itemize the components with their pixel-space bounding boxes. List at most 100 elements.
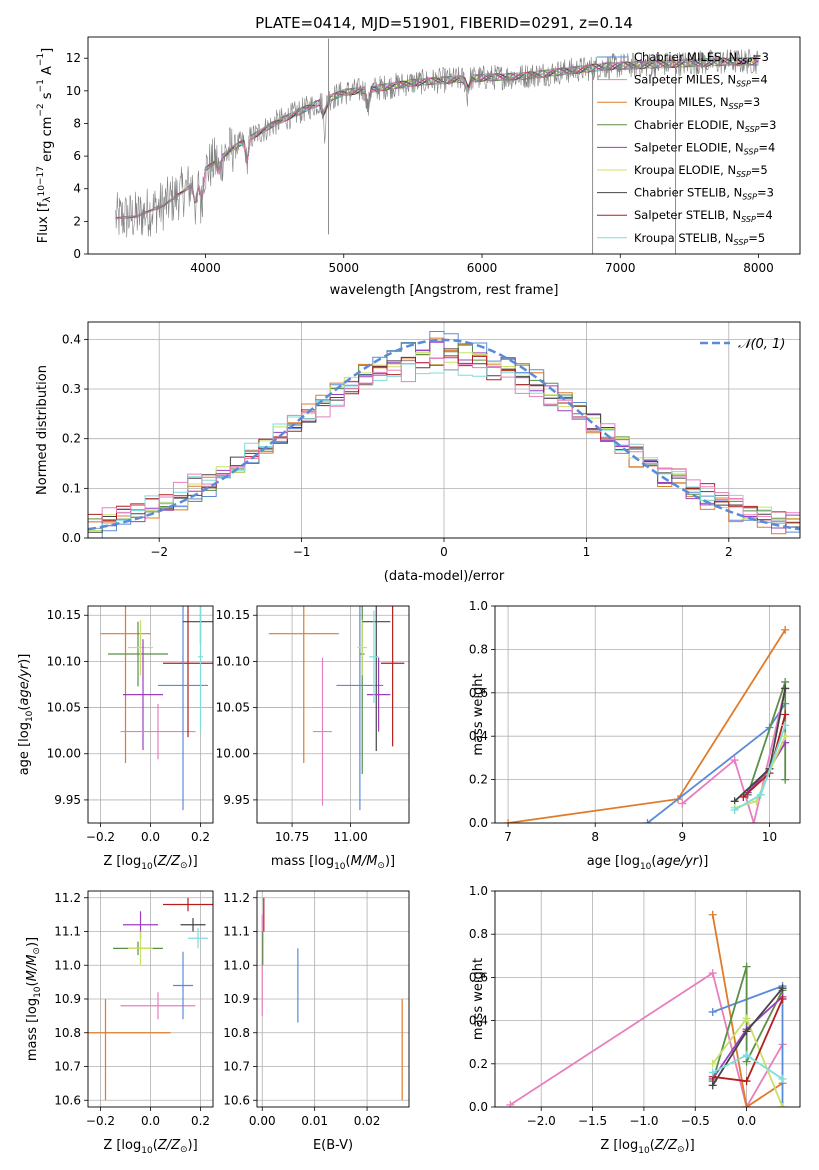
x-axis-label: mass [log10(M/M⊙)] xyxy=(271,854,395,872)
weight-marker xyxy=(708,1068,717,1077)
x-tick-label: 0 xyxy=(440,545,448,559)
x-label-part: ( xyxy=(346,854,351,869)
errorbar-point xyxy=(336,606,384,811)
legend-subscript: SSP xyxy=(745,125,760,134)
y-tick-label: 10.9 xyxy=(54,992,81,1006)
legend-subscript: SSP xyxy=(736,80,751,89)
y-tick-label: 10.05 xyxy=(47,701,81,715)
x-tick-label: 8000 xyxy=(743,261,774,275)
x-tick-label: 10.75 xyxy=(275,830,309,844)
errorbar-point xyxy=(108,621,168,687)
legend-label: Chabrier ELODIE, NSSP=3 xyxy=(634,118,776,134)
x-axis-label: (data-model)/error xyxy=(384,569,505,584)
x-axis-label: Z [log10(Z/Z⊙)] xyxy=(103,854,197,872)
x-tick-label: 1 xyxy=(583,545,591,559)
x-tick-label: −1 xyxy=(293,545,311,559)
y-axis-label: mass weight xyxy=(471,958,486,1040)
weight-marker xyxy=(749,819,758,823)
plot-area xyxy=(268,606,405,811)
weight-marker xyxy=(742,1051,751,1060)
weight-marker xyxy=(742,1014,751,1023)
errorbar-point xyxy=(158,606,208,811)
errorbar-point xyxy=(380,606,405,747)
x-label-part: Z/Z xyxy=(157,1138,181,1153)
x-label-part: )] xyxy=(685,1138,695,1153)
plot-area xyxy=(506,910,787,1107)
weight-marker xyxy=(708,1081,717,1090)
legend-subscript: SSP xyxy=(736,170,751,179)
y-tick-label: 10.05 xyxy=(216,701,250,715)
x-tick-label: 10 xyxy=(762,830,777,844)
x-label-part: Z/Z xyxy=(654,1138,678,1153)
x-tick-label: 0.0 xyxy=(141,830,160,844)
figure-title: PLATE=0414, MJD=51901, FIBERID=0291, z=0… xyxy=(255,14,633,32)
y-label-part: erg cm xyxy=(40,117,55,166)
y-axis-label: Flux [fλ10−17 erg cm−2 s−1 A−1] xyxy=(36,48,55,244)
y-label-part: Flux [f xyxy=(36,202,51,243)
y-axis-label: mass weight xyxy=(471,673,486,755)
x-tick-label: −0.2 xyxy=(86,1114,115,1128)
weight-marker xyxy=(742,962,751,971)
weight-marker xyxy=(756,790,765,799)
axes-frame xyxy=(494,605,801,824)
y-tick-label: 10.6 xyxy=(54,1093,81,1107)
y-tick-label: 10.00 xyxy=(216,747,250,761)
weight-marker xyxy=(506,1100,515,1107)
weight-marker xyxy=(781,625,790,634)
legend-suffix: =4 xyxy=(758,140,775,154)
x-tick-label: 0.2 xyxy=(191,830,210,844)
y-label-part: ( xyxy=(17,706,32,711)
weight-series xyxy=(730,721,790,814)
x-tick-label: −0.2 xyxy=(86,830,115,844)
y-tick-label: 0.6 xyxy=(469,970,488,984)
y-tick-label: 10.00 xyxy=(47,747,81,761)
axes-frame xyxy=(87,321,801,539)
weight-marker xyxy=(708,1059,717,1068)
y-tick-label: 10.6 xyxy=(223,1093,250,1107)
y-label-part: −2 xyxy=(36,103,46,116)
x-label-part: mass [log xyxy=(271,854,334,869)
y-tick-label: 11.2 xyxy=(223,891,250,905)
errorbar-point xyxy=(180,918,206,932)
legend-suffix: =5 xyxy=(751,163,768,177)
weight-marker xyxy=(742,1077,751,1086)
legend-label: Kroupa STELIB, NSSP=5 xyxy=(634,231,765,247)
axes-frame xyxy=(87,890,214,1108)
weight-marker xyxy=(781,710,790,719)
weight-marker xyxy=(781,721,790,730)
y-tick-label: 10.8 xyxy=(223,1026,250,1040)
errorbar-point xyxy=(188,928,208,949)
errorbar-point xyxy=(198,606,203,731)
errorbar-point xyxy=(357,619,367,676)
plot-area xyxy=(261,897,403,1101)
y-tick-label: 10.15 xyxy=(216,608,250,622)
x-label-part: ( xyxy=(153,1138,158,1153)
y-label-part: s xyxy=(40,92,55,103)
weight-series xyxy=(708,1014,787,1107)
y-tick-label: 0.3 xyxy=(62,382,81,396)
y-label-part: −1 xyxy=(36,53,46,66)
axes-z-age: −0.2 0.0 0.2 9.95 10.00 10.05 10.10 10.15 Z [log… xyxy=(17,605,214,872)
x-label-part: ( xyxy=(153,854,158,869)
y-label-part: )] xyxy=(25,937,40,947)
y-label-part: −1 xyxy=(36,79,46,92)
plot-area xyxy=(115,38,759,254)
y-label-part: ( xyxy=(25,981,40,986)
x-label-part: ⊙ xyxy=(377,861,385,871)
y-label-part: 10 xyxy=(37,185,47,197)
y-label-part: A xyxy=(40,66,55,79)
y-tick-label: 11.0 xyxy=(54,958,81,972)
legend-label: Salpeter ELODIE, NSSP=4 xyxy=(634,140,775,156)
x-tick-label: 0.00 xyxy=(249,1114,276,1128)
x-tick-label: −1.5 xyxy=(578,1114,607,1128)
legend-label: Salpeter STELIB, NSSP=4 xyxy=(634,208,773,224)
x-tick-label: 0.0 xyxy=(737,1114,756,1128)
y-tick-label: 0.2 xyxy=(62,432,81,446)
y-tick-label: 12 xyxy=(66,51,81,65)
residual-histogram xyxy=(88,358,800,524)
weight-line xyxy=(711,987,784,1086)
legend-name: Kroupa MILES, N xyxy=(634,95,729,109)
weight-marker xyxy=(708,910,717,919)
y-label-part: age [log xyxy=(17,722,32,775)
y-tick-label: 11.2 xyxy=(54,891,81,905)
